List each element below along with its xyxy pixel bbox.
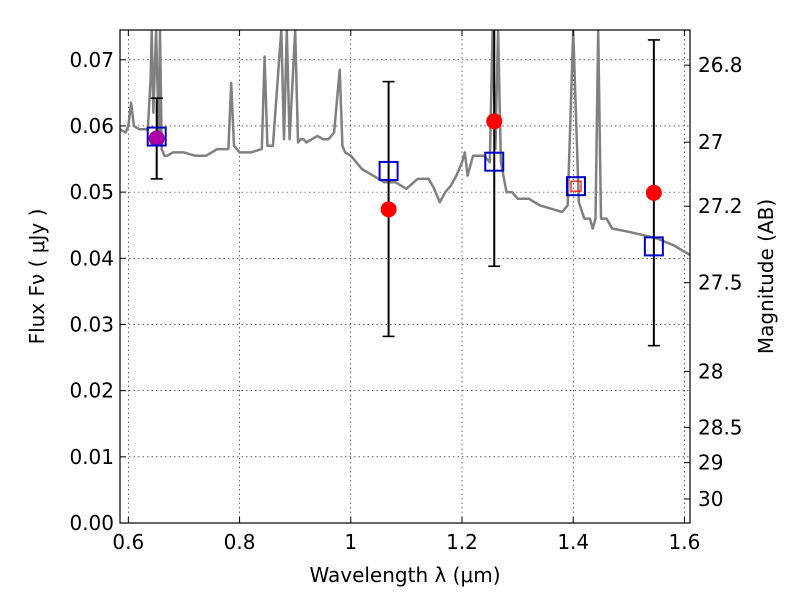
y-tick-label: 0.04 (69, 246, 114, 270)
mag-tick-label: 30 (698, 487, 723, 511)
mag-tick-label: 28 (698, 359, 723, 383)
mag-tick-label: 27.2 (698, 194, 743, 218)
y-tick-label: 0.02 (69, 379, 114, 403)
x-tick-label: 1.4 (557, 530, 589, 554)
synthetic-photometry-point (146, 126, 167, 147)
synthetic-photometry-point (378, 160, 399, 181)
synthetic-photometry-point (643, 236, 664, 257)
y-tick-label: 0.00 (69, 511, 114, 535)
y2-axis-label: Magnitude (AB) (754, 199, 778, 354)
y-tick-label: 0.06 (69, 114, 114, 138)
mag-tick-label: 26.8 (698, 53, 743, 77)
data-markers (146, 30, 664, 347)
spectrum-series (120, 30, 690, 257)
y-tick-label: 0.07 (69, 48, 114, 72)
mag-tick-label: 29 (698, 451, 723, 475)
mag-tick-label: 28.5 (698, 415, 743, 439)
x-tick-label: 1 (344, 530, 357, 554)
y-tick-label: 0.01 (69, 445, 114, 469)
grid (120, 30, 690, 524)
model-point (645, 184, 662, 201)
plot-frame (119, 29, 691, 524)
x-tick-label: 0.8 (224, 530, 256, 554)
x-axis-label: Wavelength λ (μm) (309, 563, 500, 587)
mag-tick-label: 27.5 (698, 271, 743, 295)
model-point (380, 201, 397, 218)
x-tick-label: 1.6 (669, 530, 701, 554)
inner-red-marker (570, 180, 582, 192)
x-tick-label: 1.2 (446, 530, 478, 554)
model-point (486, 113, 503, 130)
y-tick-label: 0.03 (69, 312, 114, 336)
axis-ticks: 0.6 0.8 1 1.2 1.4 1.6 0.00 0.01 0.02 0.03 0.04 0.05… (69, 30, 743, 554)
x-tick-label: 0.6 (112, 530, 144, 554)
highlight-point (148, 130, 165, 147)
spectrum-line (120, 30, 690, 257)
y-axis-label: Flux Fν ( μJy ) (25, 209, 49, 345)
synthetic-photometry-point (484, 151, 505, 172)
mag-tick-label: 27 (698, 130, 723, 154)
synthetic-photometry-point (566, 176, 586, 197)
y-tick-label: 0.05 (69, 180, 114, 204)
